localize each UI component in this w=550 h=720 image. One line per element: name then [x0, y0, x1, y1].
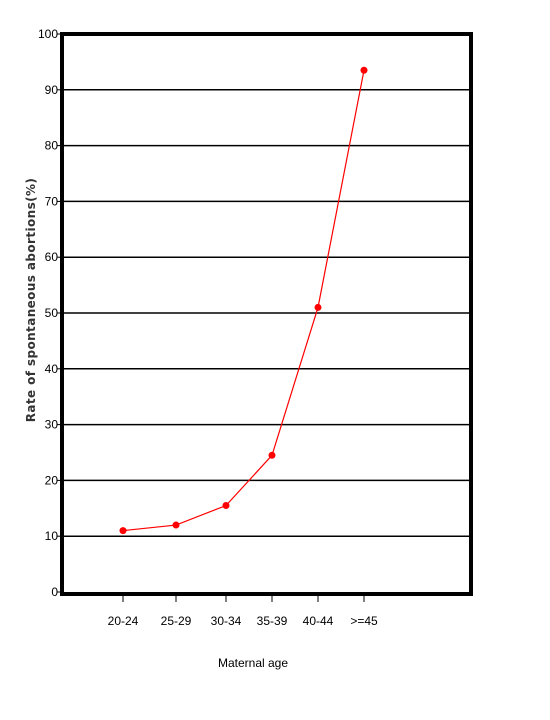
series-line: [122, 70, 365, 532]
x-axis-title: Maternal age: [218, 656, 288, 670]
data-point: [360, 66, 368, 74]
gridlines: [62, 89, 471, 537]
y-axis-ticks: 0 10 20 30 40 50 60 70 80 90 100: [38, 27, 62, 599]
data-point: [172, 521, 180, 529]
y-tick-label: 50: [45, 306, 59, 320]
x-tick-label: >=45: [350, 614, 378, 628]
x-tick-label: 35-39: [257, 614, 288, 628]
data-point: [314, 303, 322, 311]
y-tick-label: 100: [38, 27, 58, 41]
y-tick-label: 30: [45, 418, 59, 432]
y-tick-label: 40: [45, 362, 59, 376]
y-tick-label: 0: [51, 585, 58, 599]
y-tick-label: 90: [45, 83, 59, 97]
series-layer: [119, 66, 368, 535]
y-tick-label: 60: [45, 250, 59, 264]
x-tick-label: 30-34: [211, 614, 242, 628]
x-tick-label: 40-44: [303, 614, 334, 628]
data-point: [222, 502, 230, 510]
y-tick-label: 80: [45, 139, 59, 153]
plot-frame: [60, 32, 473, 596]
y-tick-label: 70: [45, 194, 59, 208]
y-tick-label: 20: [45, 473, 59, 487]
data-point: [119, 527, 127, 535]
x-axis-ticks: 20-24 25-29 30-34 35-39 40-44 >=45: [108, 594, 378, 628]
y-axis-title: Rate of spontaneous abortions(%): [24, 178, 38, 423]
data-point: [268, 451, 276, 459]
x-tick-label: 25-29: [161, 614, 192, 628]
y-tick-label: 10: [45, 529, 59, 543]
x-tick-label: 20-24: [108, 614, 139, 628]
